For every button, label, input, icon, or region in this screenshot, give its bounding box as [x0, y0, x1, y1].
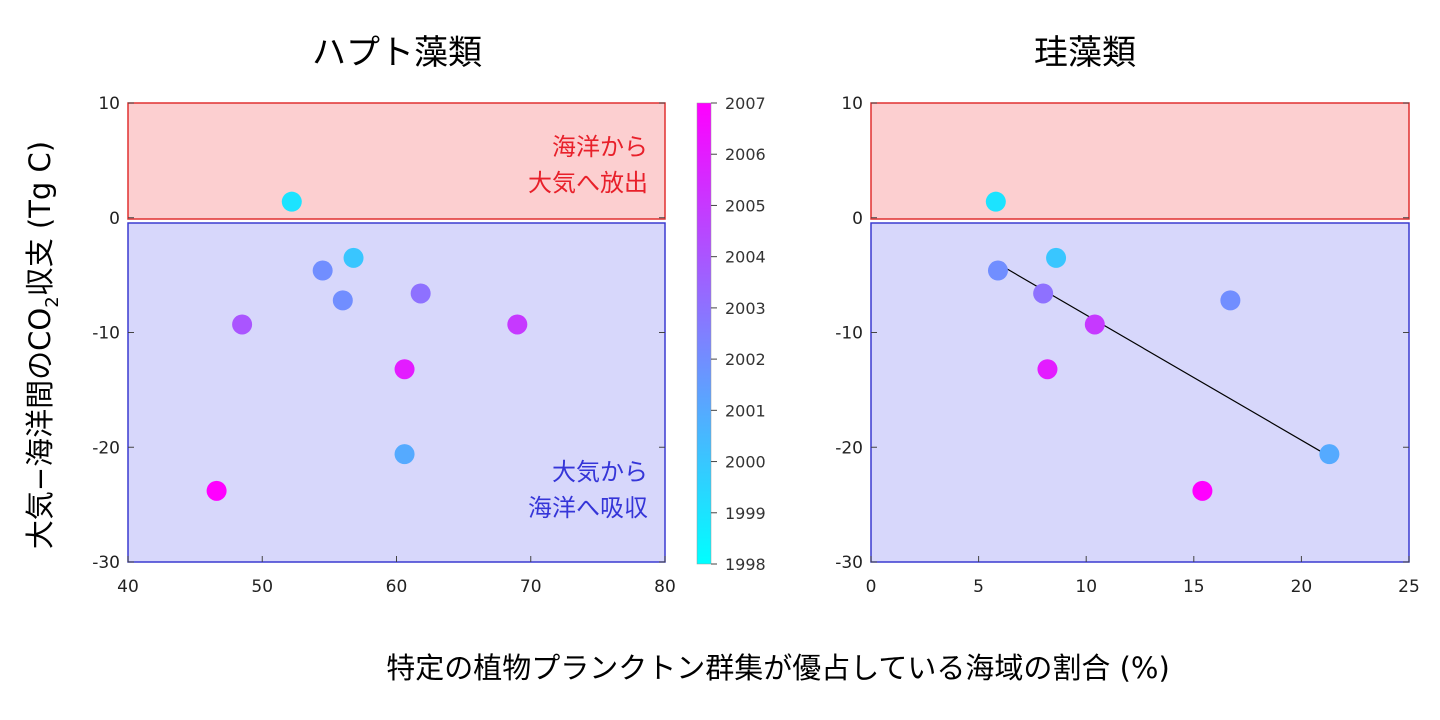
- absorption-region: [870, 222, 1410, 563]
- panel-diatom: 珪藻類 100-10-20-300 5 10 15 20 25: [835, 33, 1420, 597]
- x-tick-label: 20: [1291, 577, 1313, 597]
- x-tick-label: 60: [386, 577, 408, 597]
- y-tick-label: -20: [92, 438, 120, 458]
- colorbar: 2007 2006 2005 2004 2003 2002 2001 2000 1999 1998: [696, 94, 766, 574]
- y-axis-title-tail: 収支 (Tg C): [23, 141, 57, 296]
- release-label-line1: 海洋から: [552, 133, 648, 161]
- x-tick-label: 25: [1398, 577, 1420, 597]
- y-axis-title-main: 大気−海洋間のCO: [23, 308, 57, 549]
- colorbar-tick-label: 2005: [725, 196, 766, 215]
- absorption-region: [127, 222, 666, 563]
- data-point: [1046, 247, 1067, 268]
- data-point: [1319, 444, 1340, 465]
- data-point: [394, 444, 415, 465]
- data-point: [1192, 480, 1213, 501]
- x-tick-label: 10: [1075, 577, 1097, 597]
- y-tick-label: -30: [835, 553, 863, 573]
- y-tick-label: -10: [835, 324, 863, 344]
- x-tick-label: 15: [1183, 577, 1205, 597]
- y-axis-title: 大気−海洋間のCO2収支 (Tg C): [23, 141, 63, 549]
- absorption-label-line2: 海洋へ吸収: [528, 494, 648, 522]
- x-tick-label: 50: [251, 577, 273, 597]
- x-axis-title: 特定の植物プランクトン群集が優占している海域の割合 (%): [386, 651, 1170, 685]
- y-axis-title-subscript: 2: [42, 296, 63, 307]
- axis-ticks: 100-10-20-300 5 10 15 20 25: [835, 94, 1420, 597]
- data-point: [1033, 283, 1054, 304]
- data-point: [987, 260, 1008, 281]
- data-point: [507, 314, 528, 335]
- x-tick-label: 5: [973, 577, 984, 597]
- data-point: [394, 359, 415, 380]
- region-labels: 海洋から 大気へ放出 大気から 海洋へ吸収: [528, 133, 648, 522]
- data-points: [206, 191, 528, 501]
- y-tick-label: 10: [841, 94, 863, 114]
- data-point: [985, 191, 1006, 212]
- colorbar-tick-label: 2003: [725, 299, 766, 318]
- x-tick-label: 40: [117, 577, 139, 597]
- data-points: [985, 191, 1340, 501]
- trend-line: [997, 263, 1330, 457]
- panel-haptophyte: ハプト藻類 海洋から 大気へ放出 大気から 海洋へ吸収 10 0 -10 -20 -30…: [92, 33, 676, 597]
- data-point: [1084, 314, 1105, 335]
- y-tick-label: -20: [835, 438, 863, 458]
- x-tick-label: 80: [654, 577, 676, 597]
- data-point: [332, 290, 353, 311]
- data-point: [206, 480, 227, 501]
- panel-title-diatom: 珪藻類: [1034, 33, 1136, 73]
- data-point: [343, 247, 364, 268]
- data-point: [281, 191, 302, 212]
- data-point: [410, 283, 431, 304]
- x-tick-label: 70: [520, 577, 542, 597]
- panel-title-haptophyte: ハプト藻類: [312, 33, 482, 73]
- colorbar-tick-label: 2007: [725, 94, 766, 113]
- x-tick-label: 0: [866, 577, 877, 597]
- axis-ticks: 10 0 -10 -20 -30 40 50 60 70 80: [92, 94, 676, 597]
- colorbar-gradient: [696, 102, 712, 565]
- data-point: [1037, 359, 1058, 380]
- release-region: [870, 102, 1410, 220]
- y-tick-label: 0: [852, 209, 863, 229]
- y-tick-label: -10: [92, 324, 120, 344]
- y-tick-label: 0: [109, 209, 120, 229]
- colorbar-tick-label: 1998: [725, 555, 766, 574]
- colorbar-ticks: 2007 2006 2005 2004 2003 2002 2001 2000 1999 1998: [711, 94, 766, 574]
- colorbar-tick-label: 2001: [725, 401, 766, 420]
- colorbar-tick-label: 2002: [725, 350, 766, 369]
- colorbar-tick-label: 1999: [725, 504, 766, 523]
- release-region: [127, 102, 666, 220]
- colorbar-tick-label: 2006: [725, 145, 766, 164]
- colorbar-tick-label: 2004: [725, 248, 766, 267]
- absorption-label-line1: 大気から: [552, 458, 648, 486]
- data-point: [312, 260, 333, 281]
- colorbar-tick-label: 2000: [725, 453, 766, 472]
- y-tick-label: -30: [92, 553, 120, 573]
- data-point: [1220, 290, 1241, 311]
- y-tick-label: 10: [98, 94, 120, 114]
- data-point: [232, 314, 253, 335]
- release-label-line2: 大気へ放出: [528, 169, 648, 197]
